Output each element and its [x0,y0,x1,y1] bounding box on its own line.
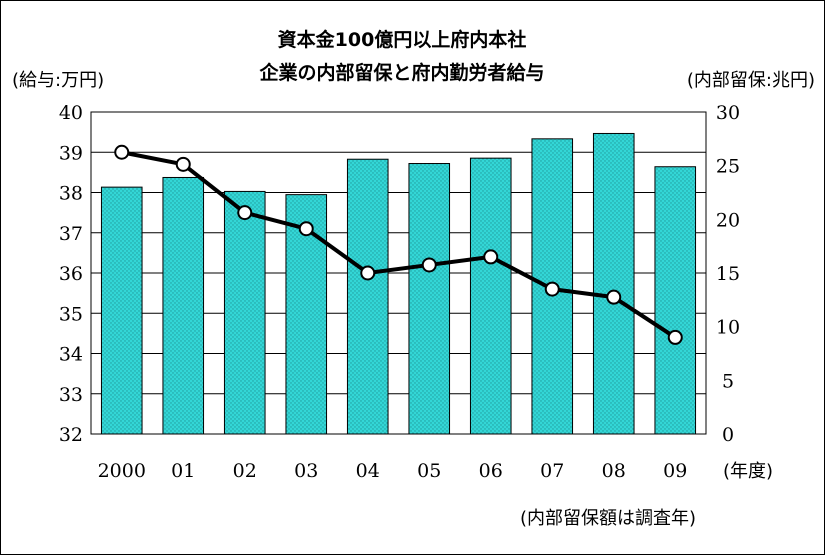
right-tick-label: 0 [722,424,734,446]
bar-series [100,132,697,435]
left-tick-label: 34 [59,344,83,366]
x-axis-ticks: 2000 01 02 03 04 05 06 07 08 09 [98,460,688,482]
right-tick-label: 5 [722,370,734,392]
bar-01 [162,176,205,435]
right-tick-label: 10 [716,317,740,339]
left-tick-label: 39 [59,142,83,164]
line-point-05 [421,257,437,273]
bar-06 [469,157,512,435]
bar-02 [223,190,266,435]
line-point-07 [544,281,560,297]
x-tick-label: 04 [356,460,380,482]
left-tick-label: 40 [59,102,83,124]
x-tick-label: 03 [294,460,318,482]
bar-08 [592,132,635,435]
right-axis-label: (内部留保:兆円) [687,70,815,91]
bar-04 [346,158,389,435]
x-tick-label: 02 [233,460,257,482]
x-tick-label: 09 [663,460,687,482]
x-tick-label: 07 [540,460,564,482]
bar-05 [408,163,451,435]
x-tick-label: 01 [171,460,195,482]
x-unit-label: (年度) [723,461,773,482]
line-point-08 [606,289,622,305]
chart-title-line2: 企業の内部留保と府内勤労者給与 [258,61,544,84]
right-tick-label: 15 [716,263,740,285]
left-tick-label: 38 [59,183,83,205]
chart-title-line1: 資本金100億円以上府内本社 [278,28,527,51]
left-axis-label: (給与:万円) [12,70,104,91]
left-tick-label: 32 [59,424,83,446]
x-tick-label: 08 [602,460,626,482]
bar-09 [654,166,697,435]
right-axis-ticks: 0 5 10 15 20 25 30 [716,102,740,446]
left-tick-label: 37 [59,223,83,245]
line-point-06 [483,249,499,265]
left-tick-label: 36 [59,263,83,285]
left-tick-label: 35 [59,303,83,325]
line-point-2000 [114,144,130,160]
footnote: (内部留保額は調査年) [520,508,696,529]
line-point-02 [237,205,253,221]
line-point-04 [360,265,376,281]
line-point-03 [298,221,314,237]
x-tick-label: 2000 [98,460,146,482]
right-tick-label: 20 [716,209,740,231]
left-tick-label: 33 [59,384,83,406]
right-tick-label: 25 [716,156,740,178]
x-tick-label: 06 [479,460,503,482]
left-axis-ticks: 32 33 34 35 36 37 38 39 40 [59,102,83,446]
right-tick-label: 30 [716,102,740,124]
x-tick-label: 05 [417,460,441,482]
line-series [114,144,683,345]
salary-line [121,150,677,340]
bar-2000 [100,186,143,435]
line-point-09 [667,329,683,345]
line-point-01 [175,156,191,172]
